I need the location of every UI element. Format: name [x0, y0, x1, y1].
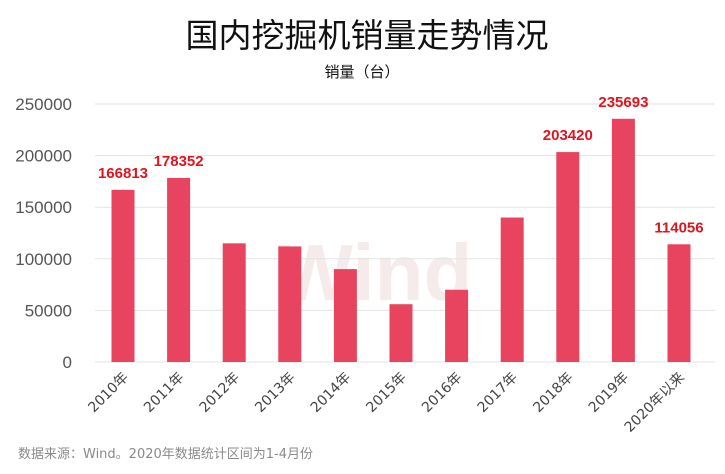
source-note: 数据来源：Wind。2020年数据统计区间为1-4月份: [18, 447, 313, 462]
watermark-logo: Wind: [278, 228, 473, 317]
y-tick-label: 0: [63, 353, 72, 372]
bar: [167, 177, 191, 362]
y-tick-label: 100000: [15, 250, 72, 269]
bar: [111, 189, 135, 362]
data-label: 114056: [654, 219, 703, 236]
bar: [667, 244, 691, 362]
data-labels: 166813 178352 203420 235693 114056: [98, 94, 704, 237]
grid-lines: [95, 103, 715, 363]
bar: [445, 289, 469, 362]
y-tick-label: 150000: [15, 198, 72, 217]
x-tick-label: 2016年: [419, 370, 465, 416]
bar: [278, 246, 302, 362]
bar-series: [111, 118, 691, 362]
y-tick-label: 50000: [25, 301, 72, 320]
y-axis-title: 销量（台）: [324, 63, 399, 81]
y-tick-label: 250000: [15, 95, 72, 114]
x-tick-label: 2015年: [363, 370, 409, 416]
x-tick-label: 2013年: [252, 370, 298, 416]
x-tick-label: 2018年: [530, 370, 576, 416]
chart-title: 国内挖掘机销量走势情况: [186, 16, 549, 55]
bar: [500, 217, 524, 362]
bar: [556, 152, 580, 362]
bar: [389, 304, 413, 362]
x-axis-ticks: 2010年 2011年 2012年 2013年 2014年 2015年 2016年 2017年…: [85, 370, 687, 436]
bar: [222, 243, 246, 362]
data-label: 166813: [98, 165, 148, 182]
bar: [611, 118, 635, 362]
data-label: 178352: [154, 153, 204, 170]
data-label: 203420: [543, 127, 593, 144]
x-tick-label: 2019年: [586, 370, 632, 416]
data-label: 235693: [598, 94, 648, 111]
x-tick-label: 2017年: [475, 370, 521, 416]
bar: [333, 269, 357, 362]
x-tick-label: 2011年: [141, 370, 187, 416]
x-tick-label: 2012年: [197, 370, 243, 416]
x-tick-label: 2020年以来: [622, 370, 688, 436]
x-tick-label: 2010年: [85, 370, 131, 416]
y-axis-ticks: 0 50000 100000 150000 200000 250000: [15, 95, 72, 372]
y-tick-label: 200000: [15, 147, 72, 166]
x-tick-label: 2014年: [308, 370, 354, 416]
